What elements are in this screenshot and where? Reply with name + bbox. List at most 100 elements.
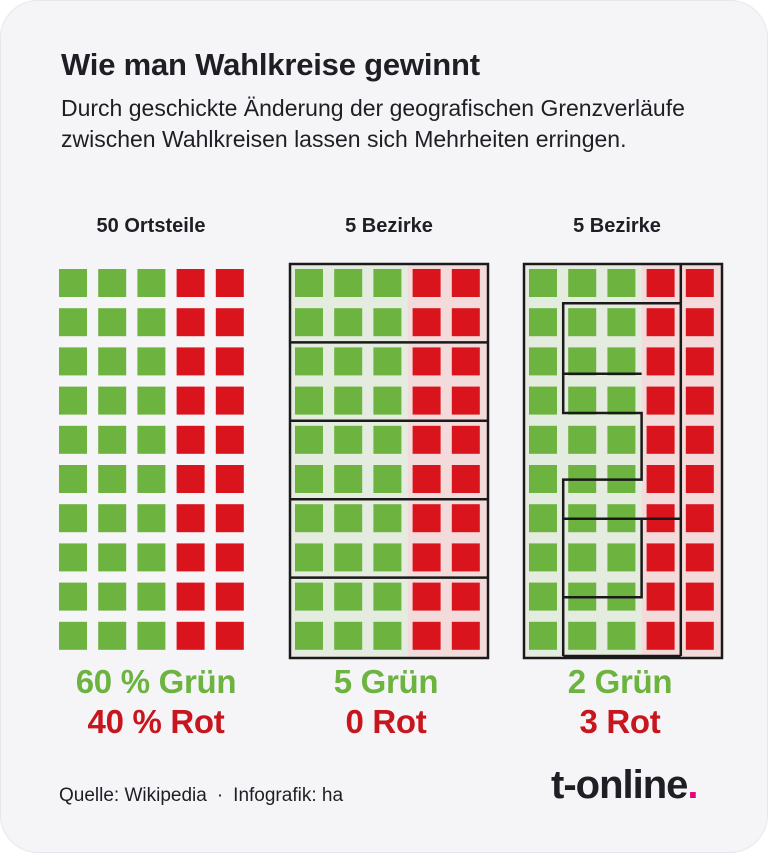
ortsteil-square-green xyxy=(98,465,127,493)
ortsteil-square-red xyxy=(451,347,480,376)
ortsteil-square-green xyxy=(137,269,166,297)
ortsteil-square-red xyxy=(215,621,244,650)
panel-title-ortsteile: 50 Ortsteile xyxy=(96,215,206,237)
result-green-ortsteile: 60 % Grün xyxy=(75,663,237,700)
district-boundary-red-left xyxy=(561,301,681,656)
ortsteil-square-green xyxy=(334,425,363,454)
ortsteil-square-red xyxy=(412,621,441,650)
ortsteil-square-red xyxy=(176,347,205,376)
ortsteil-square-red xyxy=(215,425,244,454)
ortsteil-square-green xyxy=(98,582,127,611)
ortsteil-square-red xyxy=(215,386,244,415)
t-online-logo: t-online. xyxy=(551,763,699,808)
ortsteil-square-green xyxy=(373,621,402,650)
ortsteil-square-red xyxy=(215,347,244,376)
ortsteil-square-green xyxy=(568,386,597,415)
ortsteil-square-green xyxy=(607,269,636,297)
ortsteil-square-green xyxy=(607,621,636,650)
ortsteil-square-red xyxy=(451,425,480,454)
grid-bezirke-gerrymandered xyxy=(522,262,724,660)
ortsteil-square-red xyxy=(451,269,480,297)
ortsteil-square-green xyxy=(334,347,363,376)
ortsteil-square-green xyxy=(295,269,323,297)
ortsteil-square-green xyxy=(607,386,636,415)
ortsteil-square-green xyxy=(373,543,402,572)
ortsteil-square-red xyxy=(176,621,205,650)
ortsteil-square-red xyxy=(451,465,480,493)
logo-dot: . xyxy=(687,763,698,807)
result-red-bezirke-2: 3 Rot xyxy=(579,703,661,740)
ortsteil-square-red xyxy=(215,582,244,611)
ortsteil-square-red xyxy=(176,504,205,533)
ortsteil-square-green xyxy=(373,347,402,376)
panel-title-bezirke-2: 5 Bezirke xyxy=(573,215,661,237)
ortsteil-square-red xyxy=(412,504,441,533)
ortsteil-square-red xyxy=(685,347,714,376)
ortsteil-square-green xyxy=(137,504,166,533)
ortsteil-square-red xyxy=(451,621,480,650)
ortsteil-square-red xyxy=(646,386,675,415)
grid-ortsteile xyxy=(59,269,244,650)
ortsteil-square-green xyxy=(607,347,636,376)
ortsteil-square-red xyxy=(685,582,714,611)
ortsteil-square-green xyxy=(59,269,87,297)
ortsteil-square-green xyxy=(295,386,323,415)
ortsteil-square-green xyxy=(529,504,557,533)
ortsteil-square-red xyxy=(451,386,480,415)
ortsteil-square-red xyxy=(685,621,714,650)
ortsteil-square-red xyxy=(412,269,441,297)
grids-diagram xyxy=(59,262,724,660)
ortsteil-square-green xyxy=(59,386,87,415)
ortsteil-square-green xyxy=(98,425,127,454)
ortsteil-square-green xyxy=(59,504,87,533)
ortsteil-square-red xyxy=(215,269,244,297)
ortsteil-square-green xyxy=(59,543,87,572)
ortsteil-square-green xyxy=(137,582,166,611)
ortsteil-square-red xyxy=(412,425,441,454)
ortsteil-square-green xyxy=(59,582,87,611)
ortsteil-square-green xyxy=(334,308,363,337)
ortsteil-square-green xyxy=(334,582,363,611)
ortsteil-square-red xyxy=(176,308,205,337)
ortsteil-square-red xyxy=(176,269,205,297)
district-boundary-mid-2 xyxy=(563,517,643,599)
ortsteil-square-red xyxy=(685,269,714,297)
ortsteil-square-green xyxy=(295,347,323,376)
ortsteil-square-green xyxy=(295,543,323,572)
ortsteil-square-red xyxy=(412,386,441,415)
ortsteil-square-green xyxy=(373,386,402,415)
ortsteil-square-green xyxy=(137,465,166,493)
ortsteil-square-green xyxy=(334,465,363,493)
subtitle: Durch geschickte Änderung der geografisc… xyxy=(61,95,685,152)
ortsteil-square-red xyxy=(176,543,205,572)
ortsteil-square-red xyxy=(215,543,244,572)
ortsteil-square-green xyxy=(295,504,323,533)
district-outer-border xyxy=(522,262,724,660)
ortsteil-square-green xyxy=(568,308,597,337)
ortsteil-square-green xyxy=(137,621,166,650)
ortsteil-square-green xyxy=(568,543,597,572)
result-green-bezirke-1: 5 Grün xyxy=(333,663,439,700)
ortsteil-square-red xyxy=(215,308,244,337)
ortsteil-square-green xyxy=(137,425,166,454)
ortsteil-square-green xyxy=(568,269,597,297)
ortsteil-square-green xyxy=(529,269,557,297)
ortsteil-square-green xyxy=(137,308,166,337)
result-red-ortsteile: 40 % Rot xyxy=(87,703,225,740)
footer-credit: Infografik: ha xyxy=(233,785,344,806)
ortsteil-square-green xyxy=(59,347,87,376)
ortsteil-square-green xyxy=(373,425,402,454)
ortsteil-square-green xyxy=(529,347,557,376)
ortsteil-square-red xyxy=(451,308,480,337)
ortsteil-square-green xyxy=(607,425,636,454)
ortsteil-square-green xyxy=(529,465,557,493)
page-title: Wie man Wahlkreise gewinnt xyxy=(61,47,480,82)
ortsteil-square-green xyxy=(568,425,597,454)
ortsteil-square-green xyxy=(334,386,363,415)
ortsteil-square-green xyxy=(137,543,166,572)
ortsteil-square-red xyxy=(685,504,714,533)
ortsteil-square-red xyxy=(685,386,714,415)
result-green-bezirke-2: 2 Grün xyxy=(567,663,673,700)
ortsteil-square-red xyxy=(646,347,675,376)
logo-text: t-online xyxy=(551,763,688,807)
